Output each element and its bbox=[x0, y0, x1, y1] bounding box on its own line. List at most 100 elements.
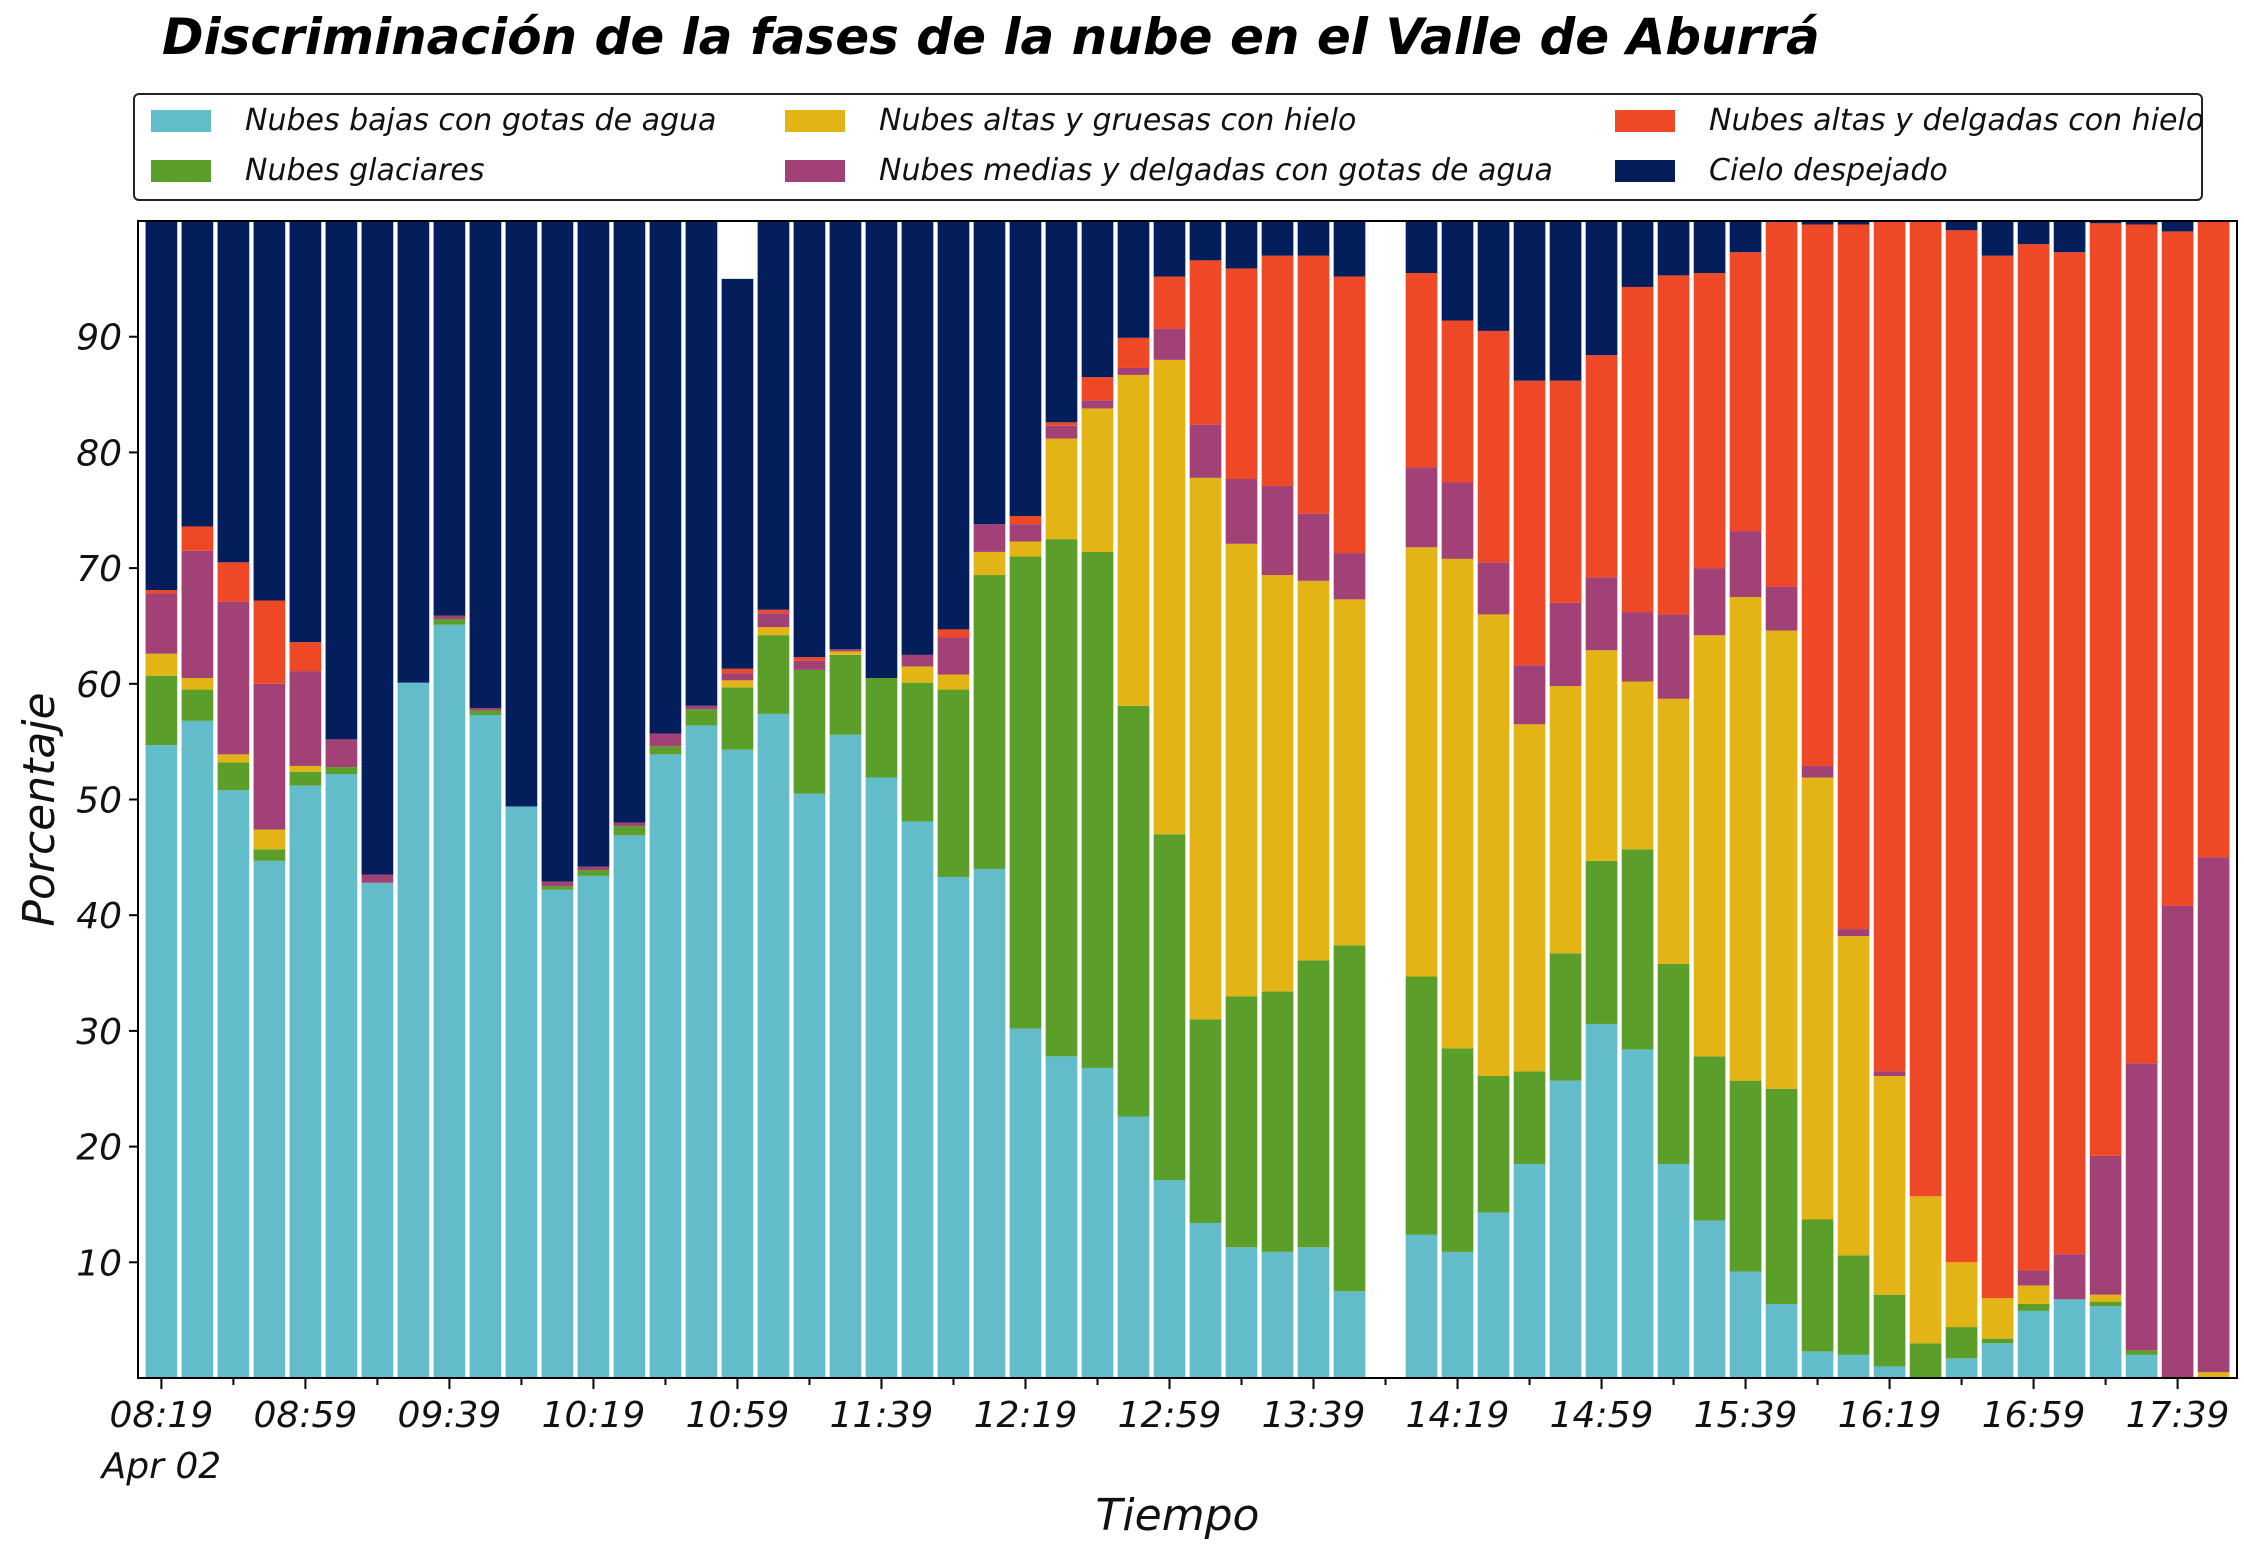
bar-segment bbox=[145, 590, 178, 594]
bar-segment bbox=[1333, 945, 1366, 1292]
bar-segment bbox=[1693, 635, 1726, 1057]
bar-segment bbox=[361, 882, 394, 1378]
bar-segment bbox=[1477, 1076, 1510, 1213]
bar-segment bbox=[865, 777, 898, 1378]
bar-stack bbox=[1765, 221, 1798, 1378]
bar-segment bbox=[541, 881, 574, 887]
bar-segment bbox=[2125, 221, 2158, 225]
bar-segment bbox=[253, 860, 286, 1378]
bar-segment bbox=[649, 733, 682, 747]
y-tick-label: 70 bbox=[76, 549, 122, 590]
bar-segment bbox=[937, 221, 970, 630]
bar-segment bbox=[2161, 905, 2194, 1378]
bar-stack bbox=[1189, 221, 1222, 1378]
bar-stack bbox=[937, 221, 970, 1378]
bar-stack bbox=[325, 221, 358, 1378]
bar-segment bbox=[1801, 1219, 1834, 1352]
bar-segment bbox=[793, 793, 826, 1378]
x-tick-label: 14:19 bbox=[1406, 1395, 1510, 1436]
bar-segment bbox=[1117, 337, 1150, 368]
bar-segment bbox=[1657, 1163, 1690, 1378]
bar-stack bbox=[649, 221, 682, 1378]
bar-segment bbox=[433, 619, 466, 625]
x-tick-label: 15:39 bbox=[1694, 1395, 1798, 1436]
bar-stack bbox=[2089, 221, 2122, 1378]
y-axis-label: Porcentaje bbox=[14, 692, 65, 926]
bar-stack bbox=[1009, 221, 1042, 1378]
bar-segment bbox=[937, 629, 970, 638]
bar-segment bbox=[613, 822, 646, 827]
bar-segment bbox=[1477, 562, 1510, 615]
bar-segment bbox=[1333, 1291, 1366, 1378]
bar-segment bbox=[1297, 221, 1330, 256]
bar-stack bbox=[1441, 221, 1474, 1378]
bar-segment bbox=[1513, 1071, 1546, 1164]
bar-segment bbox=[1297, 580, 1330, 961]
bar-segment bbox=[1945, 1327, 1978, 1359]
bar-segment bbox=[1045, 425, 1078, 439]
bar-stack bbox=[1153, 221, 1186, 1378]
bar-stack bbox=[2053, 221, 2086, 1378]
bar-segment bbox=[1585, 577, 1618, 651]
bar-segment bbox=[613, 826, 646, 836]
bar-segment bbox=[685, 705, 718, 710]
bar-stack bbox=[973, 221, 1006, 1378]
bar-segment bbox=[1621, 221, 1654, 287]
bar-segment bbox=[1081, 377, 1114, 401]
bar-segment bbox=[1045, 1056, 1078, 1378]
bar-segment bbox=[1117, 374, 1150, 706]
bar-segment bbox=[1621, 612, 1654, 682]
bar-segment bbox=[1621, 849, 1654, 1050]
x-axis-ticks: 08:19 08:59 09:39 10:19 10:59 11:39 12:19 12:59… bbox=[110, 1378, 2229, 1436]
bar-segment bbox=[1657, 614, 1690, 699]
bar-segment bbox=[1261, 575, 1294, 992]
bar-segment bbox=[1081, 408, 1114, 552]
bar-segment bbox=[757, 635, 790, 714]
bar-segment bbox=[289, 671, 322, 766]
bar-segment bbox=[1297, 255, 1330, 514]
bar-segment bbox=[1153, 359, 1186, 835]
bar-segment bbox=[1945, 1358, 1978, 1378]
bar-segment bbox=[2197, 1372, 2230, 1378]
legend-swatch bbox=[785, 159, 845, 182]
bar-stack bbox=[2125, 221, 2158, 1378]
bar-segment bbox=[1549, 1080, 1582, 1378]
bar-segment bbox=[1405, 547, 1438, 977]
bar-segment bbox=[1873, 1294, 1906, 1367]
bar-segment bbox=[793, 221, 826, 658]
bar-segment bbox=[1621, 286, 1654, 613]
bar-segment bbox=[361, 221, 394, 875]
y-tick-label: 30 bbox=[76, 1012, 122, 1053]
bar-stack bbox=[1045, 221, 1078, 1378]
bar-stack bbox=[1729, 221, 1762, 1378]
x-tick-label: 10:59 bbox=[686, 1395, 790, 1436]
bar-segment bbox=[1981, 1298, 2014, 1339]
bar-segment bbox=[433, 615, 466, 620]
bar-segment bbox=[1765, 1088, 1798, 1304]
bar-segment bbox=[325, 774, 358, 1378]
bar-segment bbox=[1225, 1247, 1258, 1378]
legend-item: Cielo despejado bbox=[1615, 153, 1948, 188]
bar-segment bbox=[757, 221, 790, 610]
bar-segment bbox=[1045, 539, 1078, 1057]
bar-segment bbox=[1981, 221, 2014, 256]
bar-segment bbox=[181, 720, 214, 1378]
bar-segment bbox=[1729, 221, 1762, 253]
bar-segment bbox=[1801, 221, 1834, 225]
legend-item: Nubes glaciares bbox=[151, 153, 485, 188]
bar-segment bbox=[613, 835, 646, 1378]
bar-segment bbox=[1117, 221, 1150, 338]
bar-segment bbox=[1261, 221, 1294, 256]
bar-stack bbox=[1513, 221, 1546, 1378]
bar-stack bbox=[685, 221, 718, 1378]
bar-stack bbox=[1225, 221, 1258, 1378]
bar-segment bbox=[1189, 1019, 1222, 1223]
x-tick-label: 16:59 bbox=[1982, 1395, 2086, 1436]
bar-segment bbox=[289, 771, 322, 786]
bar-segment bbox=[649, 754, 682, 1378]
bar-segment bbox=[973, 868, 1006, 1378]
bar-segment bbox=[2161, 231, 2194, 906]
bar-segment bbox=[1117, 705, 1150, 1117]
bar-stack bbox=[1585, 221, 1618, 1378]
bar-segment bbox=[1513, 724, 1546, 1072]
